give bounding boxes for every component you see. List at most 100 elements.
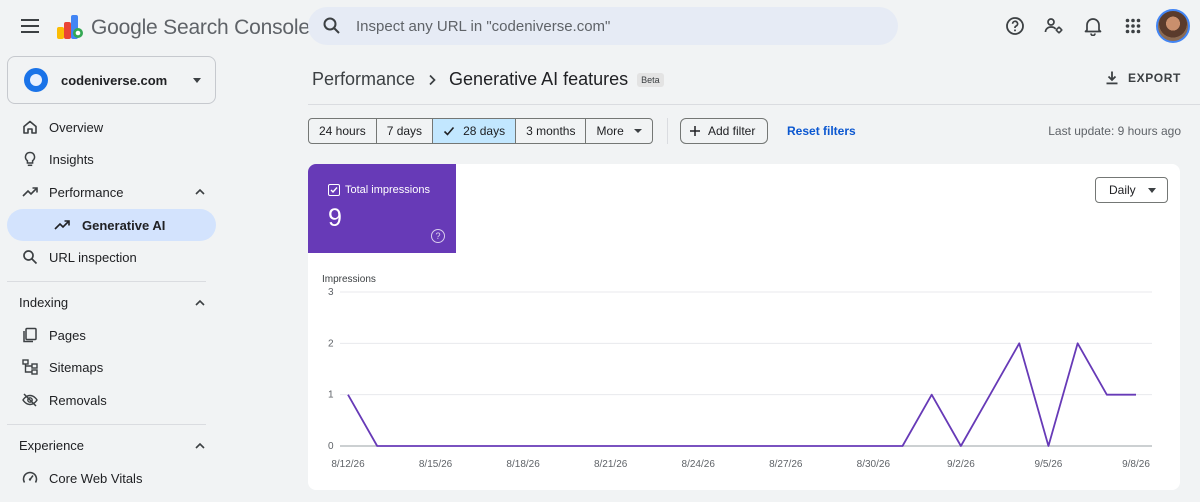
granularity-dropdown[interactable]: Daily [1095, 177, 1168, 203]
sidebar-item-sitemaps[interactable]: Sitemaps [7, 351, 216, 383]
sitemap-icon [21, 358, 39, 376]
series-line-impressions [347, 342, 1136, 447]
add-filter-label: Add filter [708, 124, 756, 138]
x-tick-label: 8/27/26 [769, 459, 803, 470]
impressions-line-chart: Impressions 3 2 1 0 8/12/26 8/15/26 8/18/26 8/21… [322, 274, 1152, 470]
property-logo-icon [24, 68, 48, 92]
checkbox-checked-icon[interactable] [328, 184, 340, 196]
y-tick-label: 3 [328, 287, 334, 298]
sidebar-item-removals[interactable]: Removals [7, 384, 216, 416]
chip-label: More [596, 124, 624, 138]
search-icon [323, 17, 340, 34]
last-update-text: Last update: 9 hours ago [1048, 124, 1181, 138]
date-range-chips: 24 hours 7 days 28 days 3 months More [308, 118, 653, 144]
account-avatar[interactable] [1156, 9, 1190, 43]
x-tick-label: 9/5/26 [1035, 459, 1063, 470]
x-tick-label: 9/8/26 [1122, 459, 1150, 470]
sidebar-item-label: Generative AI [82, 217, 166, 233]
y-axis-label: Impressions [322, 274, 376, 285]
sidebar-divider [7, 424, 206, 425]
x-tick-label: 8/21/26 [594, 459, 628, 470]
chip-24-hours[interactable]: 24 hours [309, 119, 377, 143]
chip-3-months[interactable]: 3 months [516, 119, 587, 143]
chip-label: 24 hours [319, 124, 366, 138]
beta-badge: Beta [637, 72, 664, 87]
notifications-bell-icon[interactable] [1081, 14, 1105, 38]
export-label: EXPORT [1128, 71, 1181, 85]
sidebar-item-performance[interactable]: Performance [7, 176, 216, 208]
top-app-bar: Google Search Console [0, 0, 1200, 52]
product-name-google: Google [91, 16, 158, 39]
lightbulb-icon [21, 150, 39, 168]
section-header-indexing: Indexing [19, 295, 69, 310]
chip-more-dropdown[interactable]: More [586, 119, 651, 143]
url-inspection-search-bar[interactable] [308, 7, 898, 45]
filter-divider [667, 118, 668, 144]
dropdown-caret-icon [633, 129, 642, 133]
chevron-up-icon[interactable] [194, 297, 206, 309]
dropdown-caret-icon [193, 78, 201, 83]
search-icon [21, 248, 39, 266]
metric-label: Total impressions [345, 184, 430, 196]
trending-up-icon [53, 216, 71, 234]
x-tick-label: 8/30/26 [857, 459, 891, 470]
download-icon [1106, 71, 1118, 85]
apps-grid-icon[interactable] [1121, 14, 1145, 38]
metric-total-impressions[interactable]: Total impressions 9 ? [308, 164, 456, 253]
export-button[interactable]: EXPORT [1104, 70, 1181, 86]
trending-up-icon [21, 183, 39, 201]
x-tick-label: 8/18/26 [506, 459, 540, 470]
property-selector[interactable]: codeniverse.com [7, 56, 216, 104]
performance-card: Total impressions 9 ? Daily Impressions 3… [308, 164, 1180, 490]
y-tick-label: 2 [328, 338, 334, 349]
eye-off-icon [21, 391, 39, 409]
url-inspection-input[interactable] [356, 17, 876, 35]
chip-7-days[interactable]: 7 days [377, 119, 434, 143]
breadcrumb-performance-link[interactable]: Performance [312, 69, 416, 89]
y-tick-label: 0 [328, 441, 334, 452]
y-tick-label: 1 [328, 390, 334, 401]
sidebar-item-pages[interactable]: Pages [7, 319, 216, 351]
product-name-rest: Search Console [163, 16, 310, 39]
x-tick-label: 8/15/26 [419, 459, 453, 470]
section-header-experience: Experience [19, 438, 85, 453]
chip-28-days[interactable]: 28 days [433, 119, 517, 143]
page-title: Generative AI features [449, 69, 629, 89]
chip-label: 3 months [526, 124, 576, 138]
property-name: codeniverse.com [61, 72, 168, 88]
plus-icon [690, 126, 700, 136]
dropdown-caret-icon [1148, 188, 1156, 193]
sidebar-item-label: Pages [49, 327, 86, 343]
chevron-up-icon[interactable] [194, 186, 206, 198]
manage-users-icon[interactable] [1042, 14, 1066, 38]
sidebar-item-generative-ai[interactable]: Generative AI [7, 209, 216, 241]
sidebar-item-label: Insights [49, 151, 94, 167]
sidebar-divider [7, 281, 206, 282]
chevron-right-icon [429, 74, 436, 85]
search-console-logo-icon[interactable] [56, 14, 84, 40]
add-filter-button[interactable]: Add filter [680, 118, 769, 144]
home-icon [21, 118, 39, 136]
chevron-up-icon[interactable] [194, 440, 206, 452]
sidebar-item-url-inspection[interactable]: URL inspection [7, 241, 216, 273]
menu-icon[interactable] [18, 14, 42, 38]
sidebar-item-label: Performance [49, 184, 124, 200]
check-icon [443, 126, 455, 136]
sidebar-item-core-web-vitals[interactable]: Core Web Vitals [7, 462, 216, 494]
product-name[interactable]: Google Search Console [91, 16, 310, 40]
gauge-icon [21, 469, 39, 487]
reset-filters-link[interactable]: Reset filters [787, 124, 856, 138]
header-divider [308, 104, 1200, 105]
x-tick-label: 9/2/26 [947, 459, 975, 470]
chip-label: 7 days [386, 124, 423, 138]
sidebar-item-label: Core Web Vitals [49, 470, 143, 486]
sidebar-item-overview[interactable]: Overview [7, 111, 216, 143]
metric-value: 9 [328, 204, 342, 232]
sidebar-item-label: URL inspection [49, 249, 137, 265]
breadcrumb: Performance Generative AI features Beta [312, 69, 664, 90]
help-icon[interactable] [1003, 14, 1027, 38]
sidebar-item-insights[interactable]: Insights [7, 143, 216, 175]
sidebar-item-label: Removals [49, 392, 107, 408]
x-tick-label: 8/12/26 [331, 459, 365, 470]
help-icon[interactable]: ? [431, 229, 445, 243]
